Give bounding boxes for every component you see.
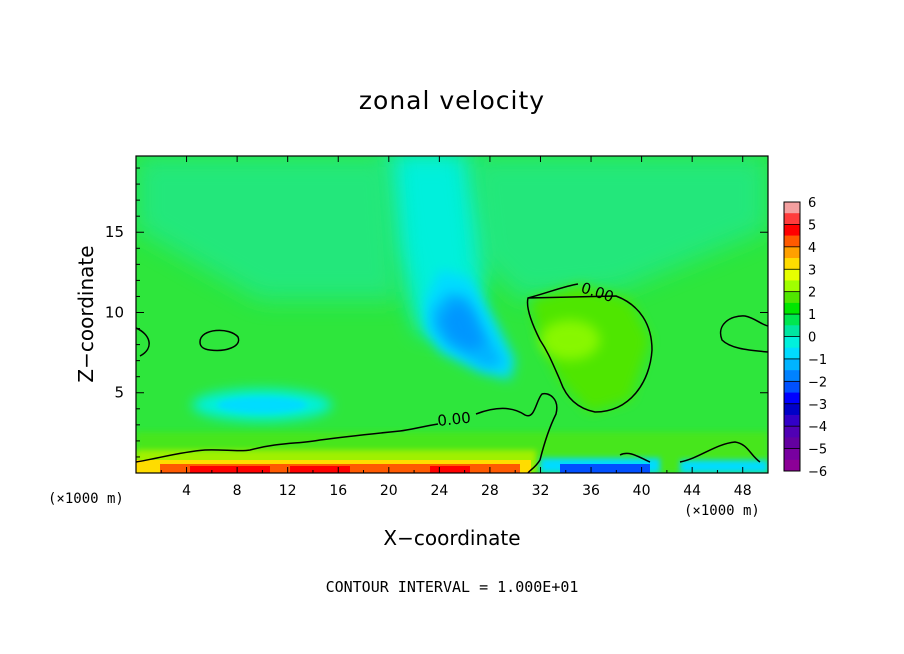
x-tick-label: 8 [233,483,242,499]
colorbar-swatch [784,358,800,371]
y-tick-label: 15 [105,223,124,241]
colorbar-swatch [784,213,800,225]
colorbar-tick-label: 0 [808,331,816,346]
contour-line-left-closed [199,329,240,352]
colorbar-tick-label: 4 [808,241,816,256]
x-axis-unit: (×1000 m) [684,503,760,519]
x-tick-label: 44 [683,483,701,499]
colorbar-swatch [784,392,800,405]
colorbar-swatch [784,459,800,472]
colorbar-swatch [784,246,800,259]
y-tick-label: 5 [114,384,124,402]
colorbar-swatch [784,302,800,315]
colorbar: 6 5 4 3 2 1 0 −1 −2 −3 −4 −5 −6 [783,196,827,480]
colorbar-swatch [784,224,800,236]
contour-line-lower [136,392,558,473]
colorbar-swatch [784,314,800,326]
plot-frame [135,155,769,474]
colorbar-swatch [784,202,800,214]
colorbar-swatch [784,347,800,360]
colorbar-swatch [784,325,800,337]
x-axis-label: X−coordinate [383,526,521,550]
colorbar-swatch [784,426,800,438]
colorbar-tick-label: −6 [808,465,827,480]
x-tick-label: 4 [182,483,191,499]
zero-contour-lines [136,283,768,473]
colorbar-tick-label: 3 [808,263,816,278]
colorbar-swatch [784,280,800,292]
x-tick-label: 48 [734,483,752,499]
y-axis-ticks: 5 10 15 [105,167,768,458]
colorbar-swatch [784,291,800,304]
x-axis-ticks: 4 8 12 16 20 24 28 32 36 40 44 48 [160,156,752,499]
colorbar-swatch [784,448,800,461]
colorbar-swatch [784,269,800,281]
colorbar-tick-label: −4 [808,420,827,435]
colorbar-swatch [784,403,800,416]
colorbar-tick-label: 6 [808,196,816,211]
colorbar-swatch [784,414,800,427]
colorbar-swatch [784,370,800,382]
colorbar-swatch [784,258,800,270]
x-tick-label: 24 [430,483,448,499]
colorbar-tick-label: −5 [808,443,827,458]
chart-title: zonal velocity [358,86,546,115]
contour-interval-note: CONTOUR INTERVAL = 1.000E+01 [325,578,579,596]
x-tick-label: 16 [329,483,347,499]
colorbar-tick-label: 2 [808,286,816,301]
contour-line-right-edge [719,315,768,353]
contour-line-lower-right [619,441,761,463]
colorbar-tick-label: 5 [808,218,816,233]
colorbar-swatch [784,336,800,349]
contour-line-positive-lobe [526,283,653,413]
colorbar-swatch [784,437,800,449]
colorbar-tick-label: 1 [808,308,816,323]
contour-label: 0.00 [437,409,472,430]
x-tick-label: 20 [380,483,398,499]
x-tick-label: 36 [582,483,600,499]
x-tick-label: 12 [279,483,297,499]
colorbar-swatch [784,381,800,393]
y-tick-label: 10 [105,303,124,321]
colorbar-tick-label: −1 [808,353,827,368]
contour-line-left-edge [136,327,150,357]
colorbar-tick-label: −3 [808,398,827,413]
y-axis-unit: (×1000 m) [48,491,124,507]
heatmap-field [136,156,768,473]
colorbar-swatch [784,235,800,248]
colorbar-tick-label: −2 [808,375,827,390]
x-tick-label: 28 [481,483,499,499]
x-tick-label: 32 [532,483,550,499]
x-tick-label: 40 [633,483,651,499]
